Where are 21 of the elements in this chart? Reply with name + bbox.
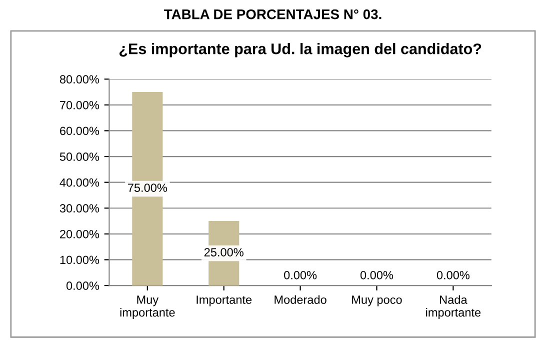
- chart-title: ¿Es importante para Ud. la imagen del candidato?: [119, 43, 482, 58]
- y-tick-label: 70.00%: [60, 100, 100, 110]
- y-tick-label: 20.00%: [60, 230, 100, 238]
- x-tick-label: Muy poco: [352, 296, 402, 306]
- text: TABLA DE PORCENTAJES N° 03.: [164, 9, 382, 20]
- data-label: 25.00%: [204, 248, 244, 256]
- y-tick-label: 0.00%: [66, 282, 100, 290]
- y-tick-label: 80.00%: [60, 75, 100, 84]
- y-tick-label: 30.00%: [60, 204, 100, 213]
- x-tick-label: Nada importante: [426, 295, 481, 319]
- y-tick-label: 50.00%: [60, 152, 100, 161]
- data-label: 75.00%: [128, 184, 168, 192]
- data-label: 0.00%: [284, 270, 317, 280]
- x-tick-label: Importante: [196, 296, 252, 306]
- y-tick-label: 10.00%: [60, 256, 100, 264]
- data-label: 0.00%: [436, 270, 470, 280]
- x-tick-label: Muy importante: [120, 296, 175, 319]
- data-label: 0.00%: [360, 270, 394, 280]
- y-tick-label: 40.00%: [60, 178, 100, 187]
- y-tick-label: 60.00%: [60, 126, 100, 136]
- x-tick-label: Moderado: [274, 295, 326, 304]
